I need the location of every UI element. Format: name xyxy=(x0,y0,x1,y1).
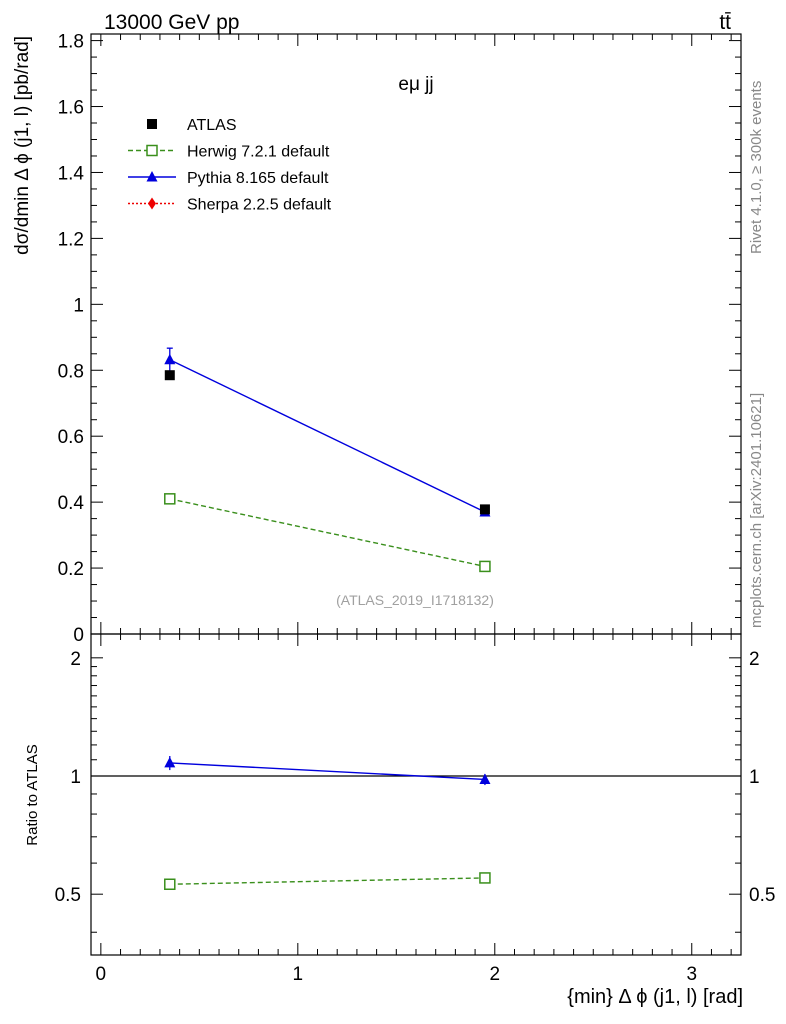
herwig-point xyxy=(164,493,176,505)
y-tick-label: 1 xyxy=(73,295,84,316)
x-tick-label: 2 xyxy=(489,964,500,985)
y-tick-label: 1.2 xyxy=(58,229,84,250)
x-tick-label: 0 xyxy=(96,964,107,985)
process-label: tt̄ xyxy=(719,11,731,34)
herwig-line xyxy=(169,498,486,568)
legend-marker-atlas xyxy=(147,119,157,129)
x-tick-label: 1 xyxy=(293,964,304,985)
atlas-point xyxy=(164,370,175,381)
legend: ATLAS Herwig 7.2.1 default Pythia 8.165 de… xyxy=(128,117,332,214)
ratio-tick-label: 0.5 xyxy=(55,885,81,906)
ratio-panel-frame xyxy=(90,633,742,956)
x-axis-label: {min} Δ ϕ (j1, l) [rad] xyxy=(567,986,743,1008)
herwig-ratio-point xyxy=(479,872,491,884)
ticks-layer: 0 0.2 0.4 0.6 0.8 1 1.2 1.4 1.6 1.8 0 1 2 3 0.5 0.5 1 1 2 2 xyxy=(55,32,776,985)
ratio-tick-label: 2 xyxy=(70,649,81,670)
ratio-tick-label-right: 0.5 xyxy=(749,885,775,906)
legend-label-pythia: Pythia 8.165 default xyxy=(187,170,329,187)
y-tick-label: 0.2 xyxy=(58,559,84,580)
legend-marker-pythia xyxy=(146,171,158,182)
herwig-ratio-point xyxy=(164,878,176,891)
y-tick-label: 0.6 xyxy=(58,427,84,448)
ratio-tick-label: 1 xyxy=(70,767,81,788)
rivet-label: Rivet 4.1.0, ≥ 300k events xyxy=(748,81,765,254)
herwig-ratio-line xyxy=(169,877,485,885)
legend-label-atlas: ATLAS xyxy=(187,117,237,134)
y-tick-label: 0.4 xyxy=(58,493,85,514)
herwig-point xyxy=(479,560,491,573)
pythia-ratio-point xyxy=(164,756,176,768)
y-tick-label: 1.6 xyxy=(58,98,84,119)
pythia-ratio-point xyxy=(479,773,491,784)
pythia-point xyxy=(164,353,176,365)
mcplots-label: mcplots.cern.ch [arXiv:2401.10621] xyxy=(748,393,765,628)
atlas-point xyxy=(479,504,490,515)
legend-label-herwig: Herwig 7.2.1 default xyxy=(187,144,330,161)
y-tick-label: 1.4 xyxy=(58,163,85,184)
ratio-tick-label-right: 2 xyxy=(749,649,760,670)
chart-title: eμ jj xyxy=(398,74,433,95)
analysis-id: (ATLAS_2019_I1718132) xyxy=(336,592,494,608)
legend-marker-sherpa xyxy=(148,197,156,210)
pythia-line xyxy=(169,359,486,513)
marks-layer xyxy=(164,347,491,891)
legend-marker-herwig xyxy=(146,144,158,157)
pythia-ratio-line xyxy=(169,762,485,781)
legend-label-sherpa: Sherpa 2.2.5 default xyxy=(187,197,332,214)
ratio-tick-label-right: 1 xyxy=(749,767,760,788)
y-tick-label: 0.8 xyxy=(58,361,84,382)
y-tick-label: 0 xyxy=(73,625,84,646)
y-axis-label: dσ/dmin Δ ϕ (j1, l) [pb/rad] xyxy=(12,36,33,255)
ratio-axis-label: Ratio to ATLAS xyxy=(24,744,41,845)
x-tick-label: 3 xyxy=(686,964,697,985)
y-tick-label: 1.8 xyxy=(58,32,84,53)
energy-label: 13000 GeV pp xyxy=(104,11,239,34)
